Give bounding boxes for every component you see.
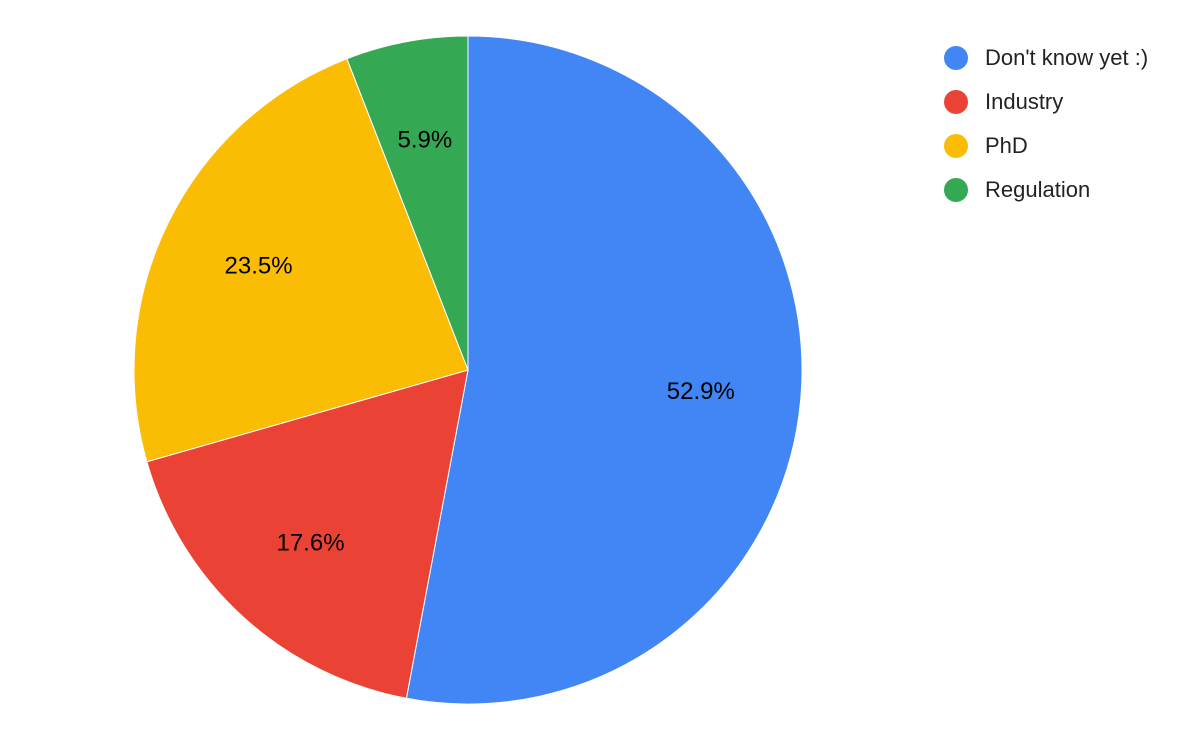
slice-label-regulation: 5.9% bbox=[398, 127, 453, 154]
pie-slice-phd bbox=[133, 58, 469, 463]
legend-label: PhD bbox=[985, 133, 1028, 158]
legend: Don't know yet :) Industry PhD Regulatio… bbox=[944, 36, 1148, 212]
legend-swatch-phd bbox=[944, 134, 968, 158]
legend-item-industry: Industry bbox=[944, 80, 1148, 124]
slice-label-industry: 17.6% bbox=[276, 529, 344, 556]
legend-item-regulation: Regulation bbox=[944, 168, 1148, 212]
slice-label-don-t-know-yet: 52.9% bbox=[667, 378, 735, 405]
legend-swatch-dont-know-yet bbox=[944, 46, 968, 70]
pie-slice-industry bbox=[146, 369, 469, 699]
pie-slice-don-t-know-yet bbox=[405, 35, 803, 705]
legend-label: Regulation bbox=[985, 177, 1091, 202]
pie-slice-regulation bbox=[346, 35, 469, 371]
legend-swatch-industry bbox=[944, 90, 968, 114]
legend-label: Don't know yet :) bbox=[985, 45, 1149, 70]
legend-item-phd: PhD bbox=[944, 124, 1148, 168]
legend-item-dont-know-yet: Don't know yet :) bbox=[944, 36, 1148, 80]
legend-label: Industry bbox=[985, 89, 1064, 114]
slice-label-phd: 23.5% bbox=[225, 253, 293, 280]
legend-swatch-regulation bbox=[944, 178, 968, 202]
